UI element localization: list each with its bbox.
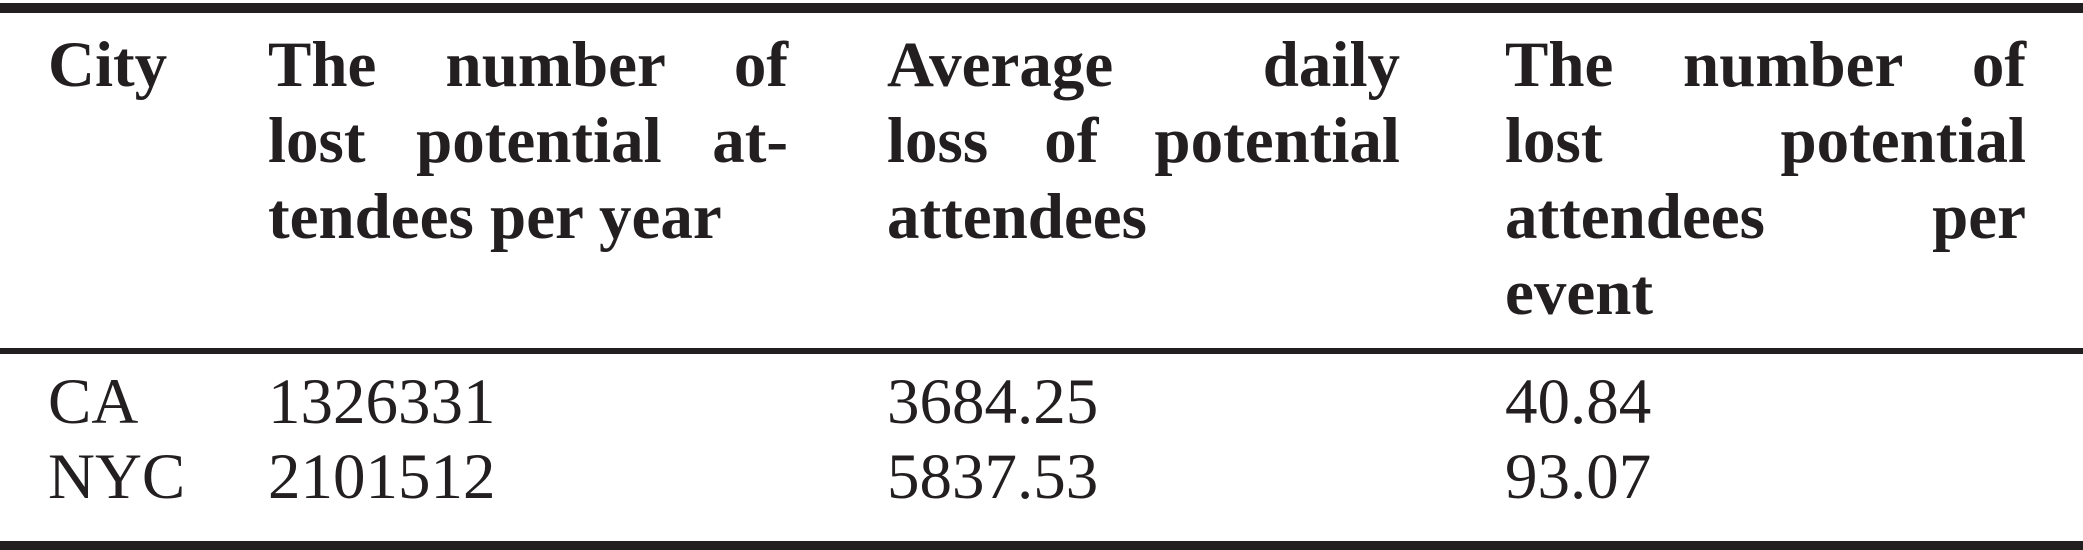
- header-lost-per-event-line-3: attendees per: [1505, 181, 2026, 253]
- header-lost-per-event-line-4: event: [1505, 257, 1653, 329]
- header-cell-lost-per-event: The number of lost potential attendees p…: [1505, 27, 2026, 331]
- table-row-nyc: NYC 2101512 5837.53 93.07: [0, 440, 2083, 515]
- table-top-rule: [0, 3, 2083, 13]
- header-lost-per-year-line-1: The number of: [268, 29, 788, 101]
- table-bottom-rule: [0, 541, 2083, 550]
- cell-lost-per-event: 40.84: [1505, 366, 1652, 438]
- header-lost-per-event-line-1: The number of: [1505, 29, 2026, 101]
- cell-city: NYC: [48, 441, 186, 513]
- header-lost-per-year-line-3: tendees per year: [268, 181, 722, 253]
- header-lost-per-event-line-2: lost potential: [1505, 105, 2026, 177]
- header-city-label: City: [48, 29, 168, 101]
- cell-average-daily-loss: 5837.53: [887, 441, 1099, 513]
- header-average-daily-loss-line-3: attendees: [887, 181, 1147, 253]
- table-header-rule: [0, 348, 2083, 354]
- cell-city: CA: [48, 366, 139, 438]
- header-lost-per-year-line-2: lost potential at-: [268, 105, 788, 177]
- header-cell-lost-per-year: The number of lost potential at- tendees…: [268, 27, 788, 331]
- cell-lost-per-event: 93.07: [1505, 441, 1652, 513]
- table-row-ca: CA 1326331 3684.25 40.84: [0, 365, 2083, 440]
- cell-lost-per-year: 2101512: [268, 441, 496, 513]
- header-average-daily-loss-line-2: loss of potential: [887, 105, 1400, 177]
- table-header-row: City The number of lost potential at- te…: [0, 13, 2083, 331]
- header-average-daily-loss-line-1: Average daily: [887, 29, 1400, 101]
- header-cell-average-daily-loss: Average daily loss of potential attendee…: [887, 27, 1400, 331]
- cell-lost-per-year: 1326331: [268, 366, 496, 438]
- header-cell-city: City: [48, 27, 268, 331]
- table-body: CA 1326331 3684.25 40.84 NYC 2101512 583…: [0, 354, 2083, 515]
- cell-average-daily-loss: 3684.25: [887, 366, 1099, 438]
